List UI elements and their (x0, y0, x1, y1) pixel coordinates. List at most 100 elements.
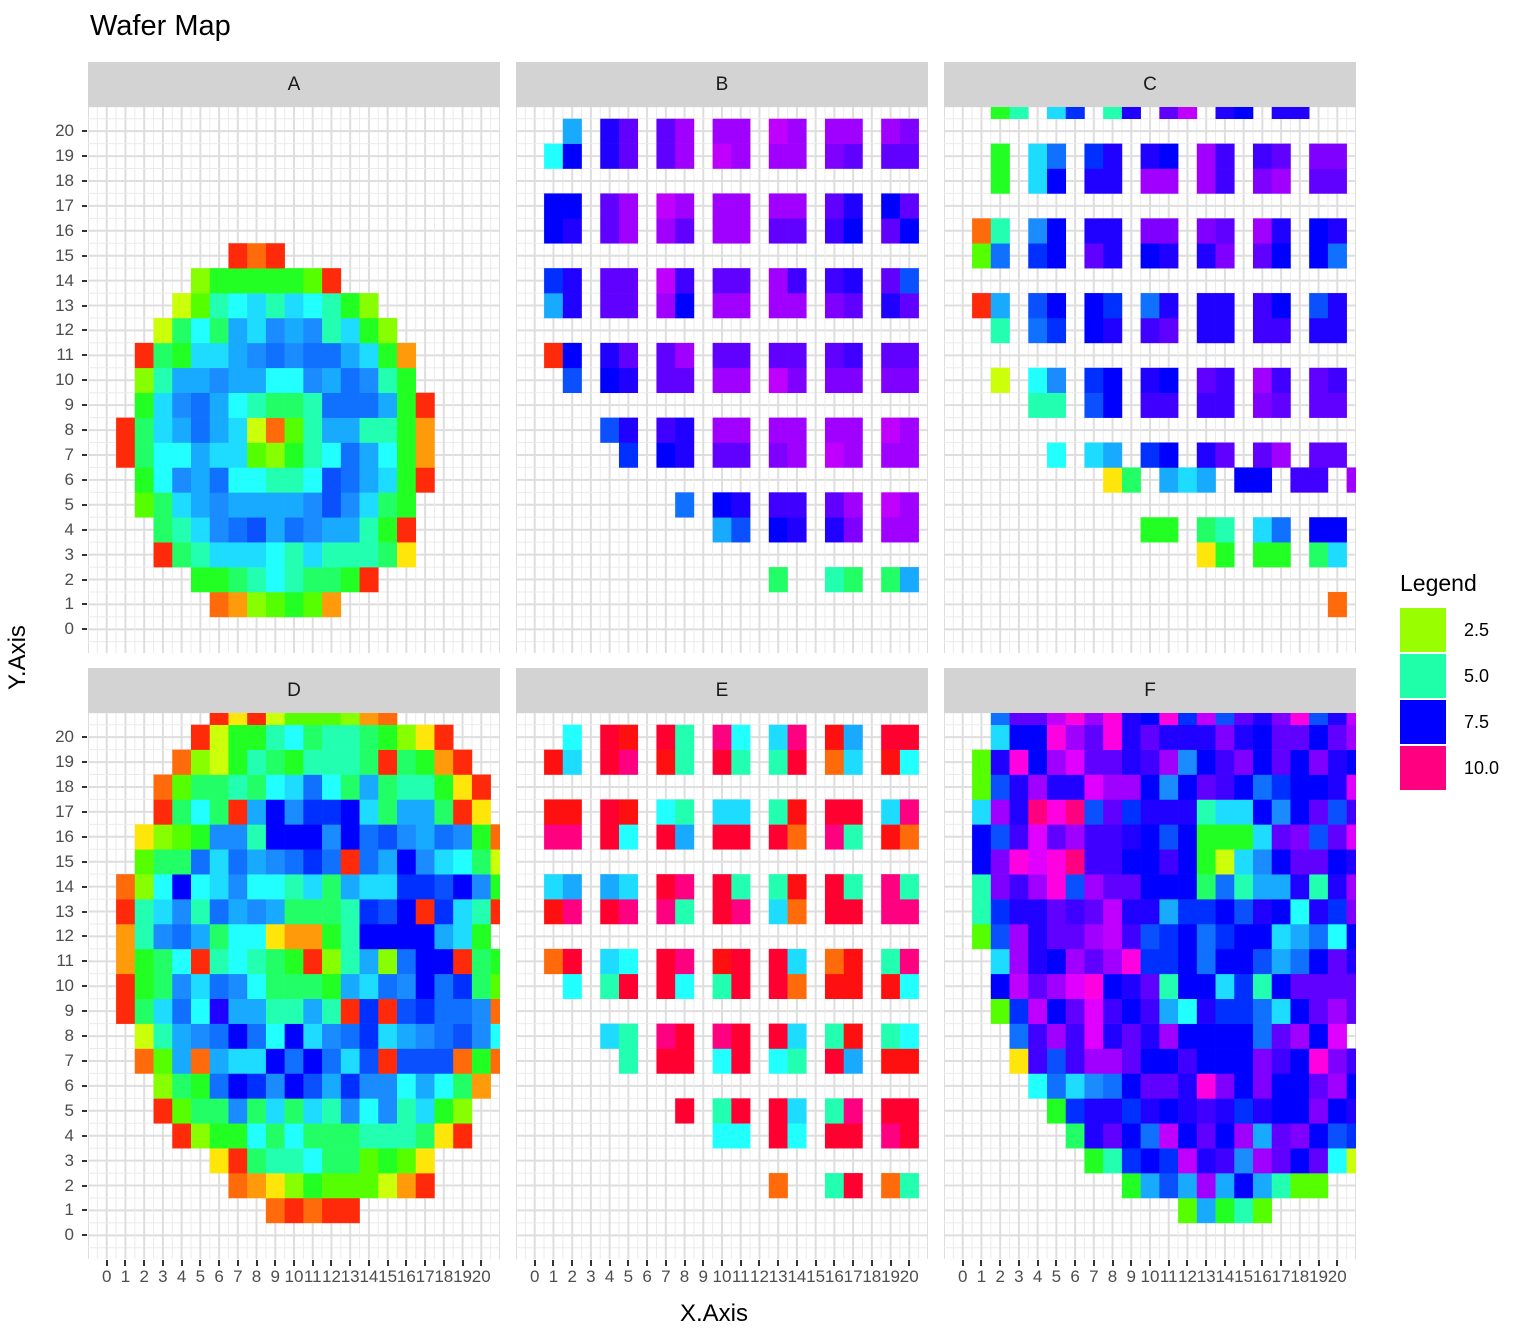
facet-strip: F (944, 668, 1356, 713)
x-tick-label: 18 (862, 1267, 882, 1286)
y-tick-mark (82, 1134, 87, 1137)
x-tick-mark (105, 1260, 108, 1266)
x-tick-mark (161, 1260, 164, 1266)
facet-strip: D (88, 668, 500, 713)
y-tick-label: 8 (64, 1026, 74, 1046)
y-tick-mark (82, 1184, 87, 1187)
x-tick-label: 14 (359, 1267, 379, 1286)
legend-title: Legend (1400, 570, 1477, 596)
x-tick-mark (1036, 1260, 1039, 1266)
y-tick-mark (82, 254, 87, 257)
y-tick-label: 14 (55, 270, 74, 290)
y-tick-mark (82, 478, 87, 481)
y-tick-label: 0 (64, 619, 74, 639)
y-tick-mark (82, 204, 87, 207)
facet-strip: A (88, 62, 500, 107)
x-tick-mark (552, 1260, 555, 1266)
x-tick-label: 8 (1107, 1267, 1118, 1286)
y-tick-mark (82, 1084, 87, 1087)
x-tick-label: 1 (976, 1267, 987, 1286)
y-tick-label: 14 (55, 876, 74, 896)
facet-strip: E (516, 668, 928, 713)
x-tick-mark (330, 1260, 333, 1266)
x-tick-label: 4 (176, 1267, 187, 1286)
x-tick-mark (199, 1260, 202, 1266)
plot-area (944, 713, 1356, 1259)
x-tick-label: 11 (303, 1267, 322, 1286)
y-tick-mark (82, 1234, 87, 1237)
y-tick-mark (82, 354, 87, 357)
y-tick-label: 17 (55, 801, 74, 821)
x-tick-mark (908, 1260, 911, 1266)
x-tick-mark (1205, 1260, 1208, 1266)
y-tick-mark (82, 304, 87, 307)
y-tick-mark (82, 1010, 87, 1013)
y-tick-mark (82, 935, 87, 938)
x-tick-label: 2 (995, 1267, 1005, 1286)
x-tick-label: 13 (1196, 1267, 1216, 1286)
x-tick-label: 10 (712, 1267, 732, 1286)
x-tick-mark (814, 1260, 817, 1266)
plot-area (944, 107, 1356, 653)
plot-area (516, 107, 928, 653)
x-tick-mark (627, 1260, 630, 1266)
x-tick-label: 11 (731, 1267, 750, 1286)
x-tick-mark (795, 1260, 798, 1266)
y-tick-mark (82, 1109, 87, 1112)
x-tick-mark (143, 1260, 146, 1266)
x-tick-label: 4 (604, 1267, 615, 1286)
y-tick-mark (82, 785, 87, 788)
x-tick-label: 17 (843, 1267, 863, 1286)
x-tick-label: 20 (899, 1267, 919, 1286)
x-tick-label: 2 (139, 1267, 149, 1286)
x-tick-label: 19 (1309, 1267, 1328, 1286)
y-tick-label: 19 (55, 752, 74, 772)
y-tick-label: 11 (56, 345, 74, 365)
x-tick-mark (1111, 1260, 1114, 1266)
legend: Legend 2.5 5.0 7.5 10.0 (1400, 570, 1499, 791)
x-tick-label: 5 (1051, 1267, 1062, 1286)
legend-item: 10.0 (1400, 745, 1499, 791)
y-tick-label: 20 (55, 727, 74, 747)
x-tick-label: 18 (434, 1267, 454, 1286)
y-tick-mark (82, 279, 87, 282)
legend-item: 2.5 (1400, 607, 1499, 653)
x-tick-mark (236, 1260, 239, 1266)
y-tick-label: 6 (64, 469, 74, 489)
legend-swatch (1400, 746, 1446, 790)
x-tick-label: 0 (529, 1267, 540, 1286)
x-tick-label: 5 (195, 1267, 206, 1286)
x-tick-label: 14 (1215, 1267, 1235, 1286)
y-tick-mark (82, 1209, 87, 1212)
x-tick-mark (683, 1260, 686, 1266)
x-tick-label: 10 (1140, 1267, 1160, 1286)
x-tick-mark (1242, 1260, 1245, 1266)
y-tick-label: 4 (64, 519, 74, 539)
y-tick-label: 12 (55, 926, 74, 946)
legend-label: 5.0 (1464, 665, 1490, 686)
y-tick-mark (82, 910, 87, 913)
y-tick-mark (82, 229, 87, 232)
x-tick-mark (1280, 1260, 1283, 1266)
y-tick-label: 3 (64, 1150, 74, 1170)
x-tick-label: 3 (586, 1267, 596, 1286)
facet-strip: C (944, 62, 1356, 107)
x-tick-mark (1167, 1260, 1170, 1266)
y-tick-mark (82, 736, 87, 739)
x-tick-label: 15 (806, 1267, 826, 1286)
x-tick-mark (1298, 1260, 1301, 1266)
y-tick-mark (82, 329, 87, 332)
x-tick-mark (999, 1260, 1002, 1266)
x-tick-label: 12 (1177, 1267, 1197, 1286)
x-tick-mark (1074, 1260, 1077, 1266)
y-tick-label: 6 (64, 1075, 74, 1095)
y-tick-label: 2 (64, 1175, 74, 1195)
y-tick-label: 15 (55, 851, 74, 871)
y-tick-mark (82, 429, 87, 432)
x-tick-label: 16 (1252, 1267, 1272, 1286)
x-tick-mark (852, 1260, 855, 1266)
x-tick-mark (442, 1260, 445, 1266)
y-tick-label: 18 (55, 170, 74, 190)
x-tick-label: 17 (1271, 1267, 1291, 1286)
x-axis-title: X.Axis (680, 1300, 749, 1327)
